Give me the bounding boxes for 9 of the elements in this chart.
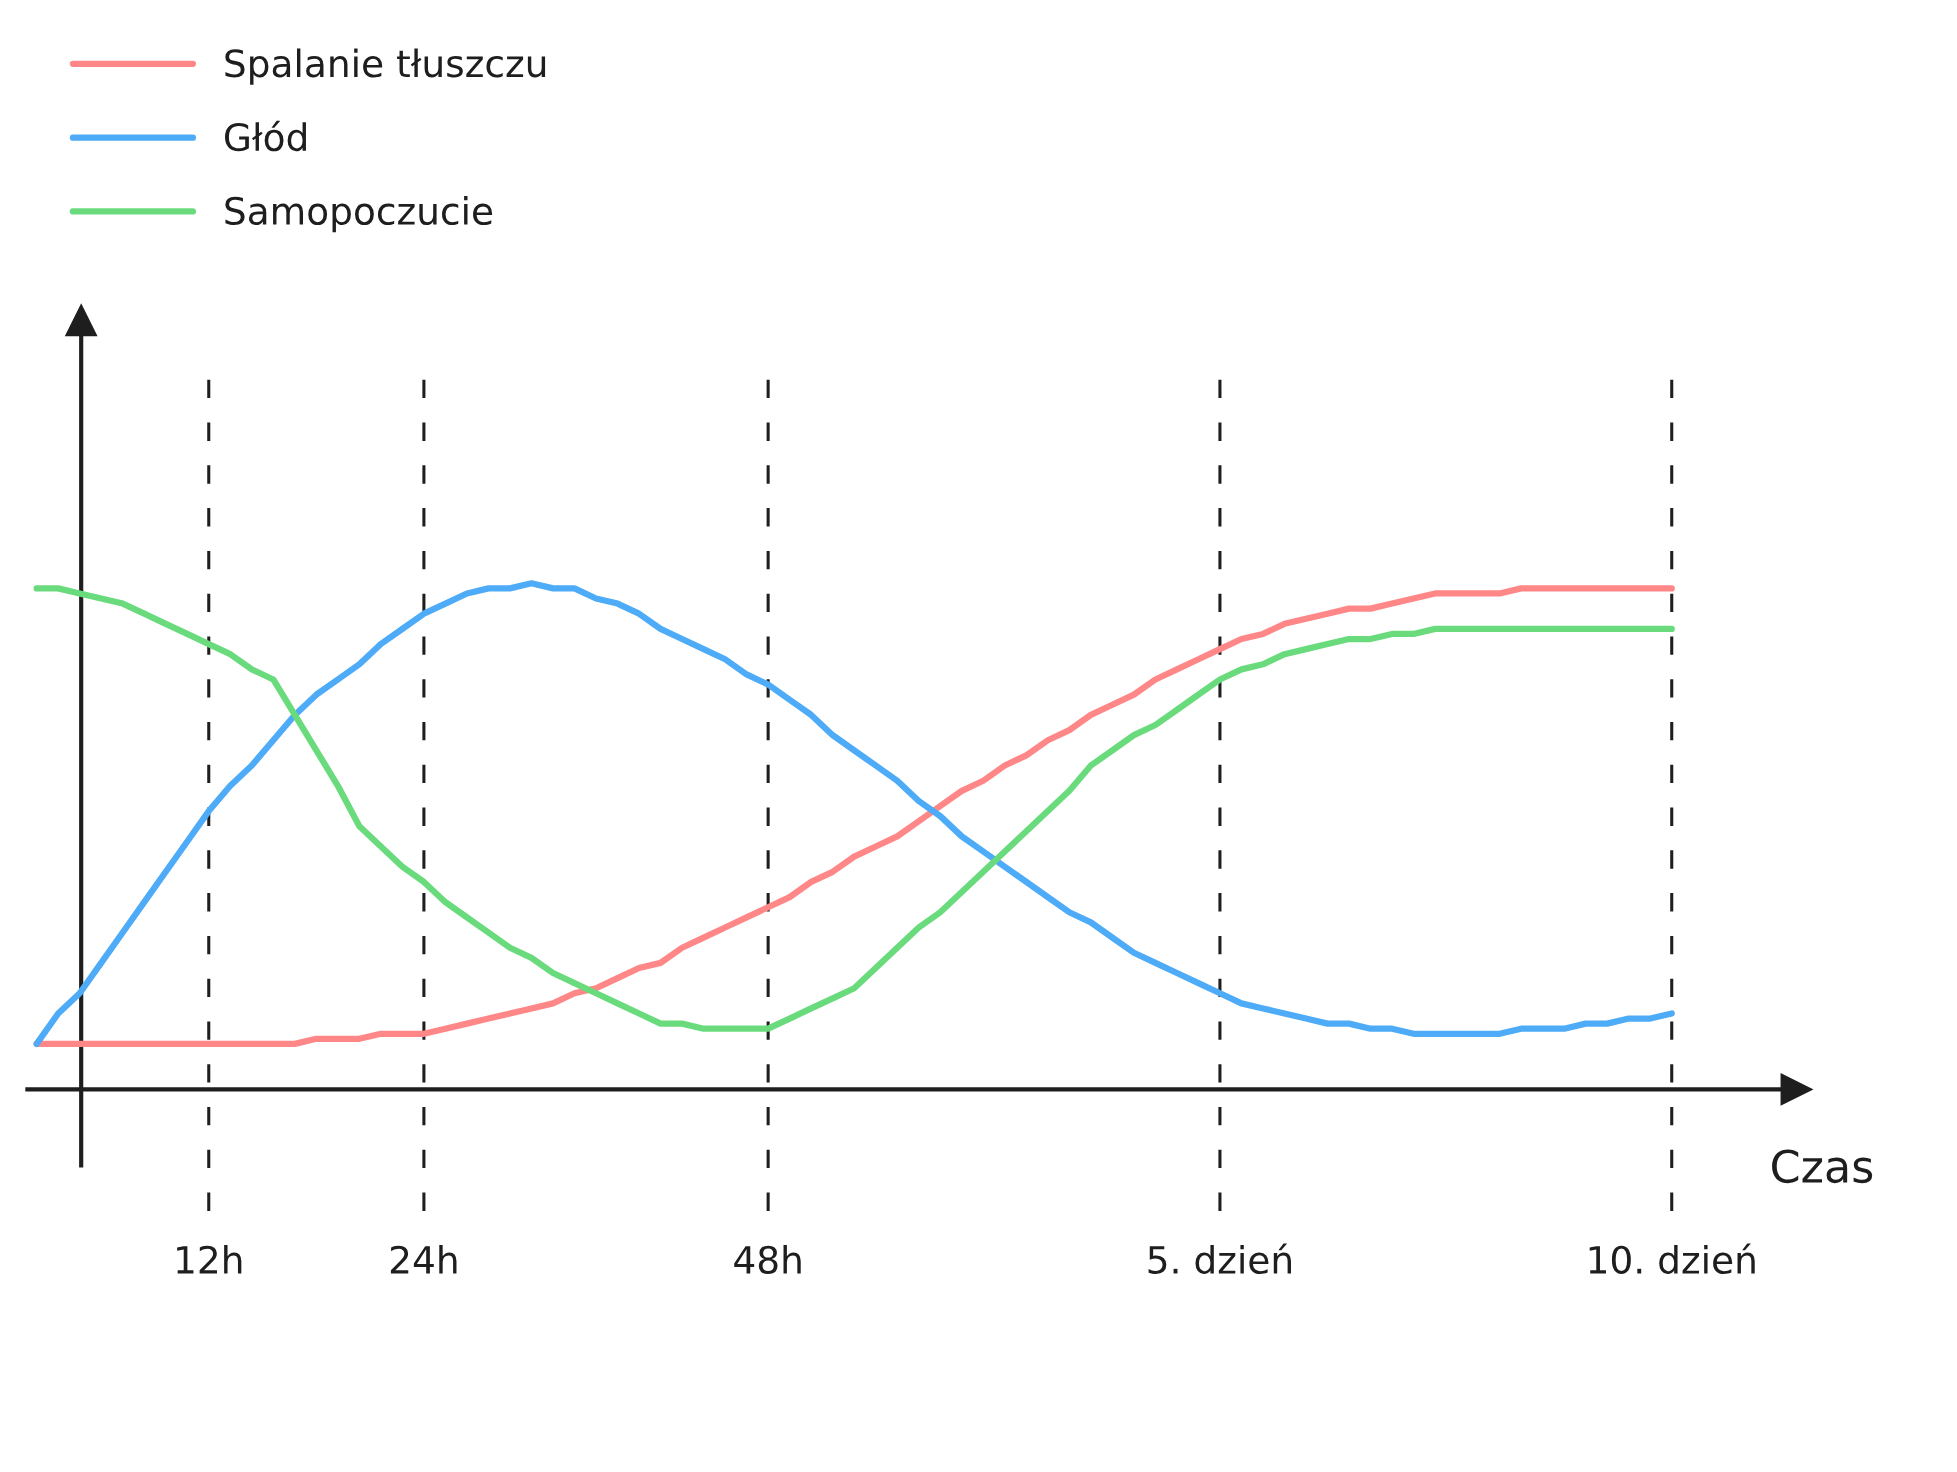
x-tick-label: 5. dzień (1148, 1243, 1291, 1274)
x-tick-label: 10. dzień (1589, 1243, 1755, 1274)
x-tick-label: 24h (390, 1244, 457, 1274)
x-axis-title: Czas (1772, 1149, 1873, 1184)
legend-label: Głód (224, 120, 306, 152)
x-tick-label: 12h (177, 1244, 242, 1274)
x-tick-label: 48h (734, 1244, 801, 1274)
legend-label: Spalanie tłuszczu (225, 48, 546, 85)
legend-label: Samopoczucie (225, 196, 493, 233)
